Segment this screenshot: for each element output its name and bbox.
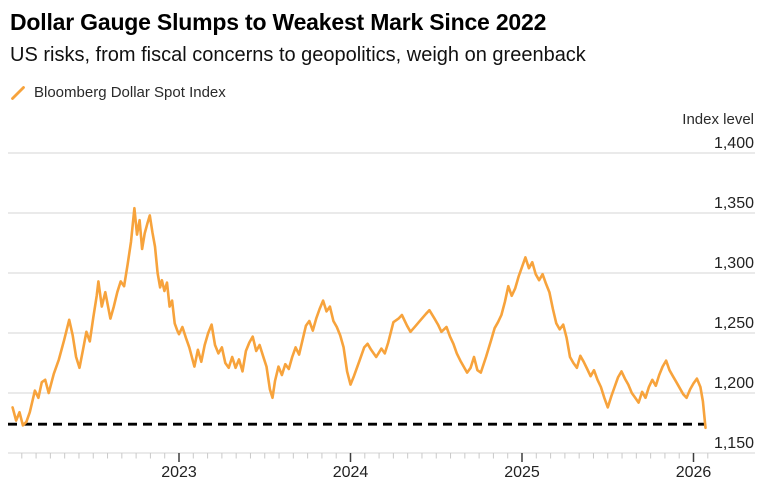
line-series-icon	[10, 85, 26, 101]
index-line-series	[11, 206, 707, 430]
y-tick-label: 1,300	[714, 255, 754, 272]
chart-subtitle: US risks, from fiscal concerns to geopol…	[10, 44, 586, 66]
x-tick-label: 2025	[504, 464, 540, 481]
chart-title: Dollar Gauge Slumps to Weakest Mark Sinc…	[10, 9, 547, 35]
y-tick-label: 1,150	[714, 435, 754, 452]
y-tick-label: 1,200	[714, 375, 754, 392]
x-tick-label: 2023	[161, 464, 197, 481]
legend-label: Bloomberg Dollar Spot Index	[34, 84, 226, 101]
y-tick-label: 1,400	[714, 135, 754, 152]
legend: Bloomberg Dollar Spot Index	[10, 84, 226, 101]
y-tick-label: 1,350	[714, 195, 754, 212]
y-tick-label: 1,250	[714, 315, 754, 332]
x-tick-label: 2024	[333, 464, 369, 481]
x-tick-label: 2026	[676, 464, 712, 481]
y-axis-title: Index level	[682, 111, 754, 128]
